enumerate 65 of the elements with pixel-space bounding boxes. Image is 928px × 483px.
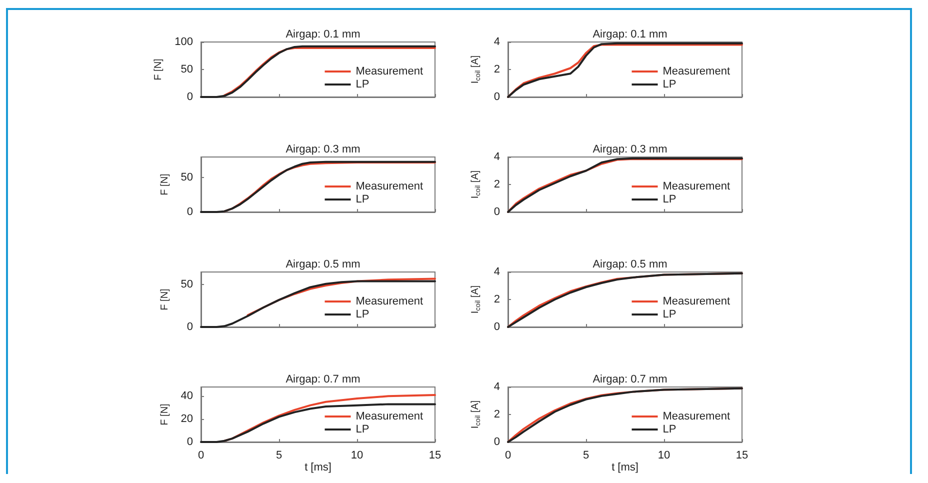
legend-label: LP <box>356 78 370 90</box>
x-tick-label: 5 <box>276 450 282 462</box>
y-tick-label: 2 <box>494 408 500 420</box>
chart-title: Airgap: 0.7 mm <box>286 374 360 386</box>
x-axis-title: t [ms] <box>612 462 638 474</box>
legend-label: LP <box>356 308 370 320</box>
legend-label: Measurement <box>662 180 730 192</box>
y-axis-title: F [N] <box>159 288 170 310</box>
y-tick-label: 2 <box>494 178 500 190</box>
legend-label: Measurement <box>356 296 424 308</box>
y-tick-label: 0 <box>494 91 500 103</box>
y-tick-label: 4 <box>494 36 500 48</box>
y-tick-label: 0 <box>494 436 500 448</box>
line-series <box>507 387 743 443</box>
chart-title: Airgap: 0.5 mm <box>286 258 360 270</box>
legend-label: Measurement <box>662 296 730 308</box>
y-tick-label: 50 <box>180 64 193 76</box>
chart-title: Airgap: 0.5 mm <box>592 258 668 270</box>
line-series <box>507 272 743 328</box>
x-tick-label: 10 <box>350 450 364 462</box>
x-tick-label: 15 <box>736 450 748 462</box>
x-tick-label: 15 <box>428 450 442 462</box>
line-series <box>200 45 436 98</box>
chart-title: Airgap: 0.1 mm <box>286 28 360 40</box>
y-tick-label: 0 <box>186 436 193 448</box>
y-tick-label: 4 <box>494 266 500 278</box>
y-tick-label: 0 <box>494 206 500 218</box>
legend-label: LP <box>662 78 676 90</box>
x-axis-title: t [ms] <box>304 462 332 474</box>
chart-title: Airgap: 0.1 mm <box>592 28 668 40</box>
y-axis-title: F [N] <box>153 58 164 80</box>
y-tick-label: 0 <box>186 321 193 333</box>
y-axis-title: F [N] <box>159 403 170 426</box>
y-tick-label: 0 <box>186 206 193 218</box>
y-tick-label: 0 <box>494 321 500 333</box>
legend-label: Measurement <box>356 410 424 422</box>
y-tick-label: 20 <box>180 413 193 426</box>
y-tick-label: 4 <box>494 151 500 163</box>
legend-label: Measurement <box>662 66 730 78</box>
x-tick-label: 10 <box>658 450 670 462</box>
y-tick-label: 0 <box>186 91 193 103</box>
chart-title: Airgap: 0.3 mm <box>286 144 360 156</box>
line-series <box>223 47 436 96</box>
chart-title: Airgap: 0.7 mm <box>592 374 668 386</box>
legend-label: LP <box>356 424 370 436</box>
y-tick-label: 100 <box>174 36 193 48</box>
chart-title: Airgap: 0.3 mm <box>592 144 668 156</box>
y-tick-label: 2 <box>494 294 500 306</box>
x-tick-label: 5 <box>582 450 590 462</box>
y-tick-label: 40 <box>180 390 193 402</box>
x-tick-label: 0 <box>198 450 204 462</box>
y-tick-label: 4 <box>494 381 500 393</box>
y-tick-label: 2 <box>494 64 500 76</box>
legend-label: LP <box>356 194 370 206</box>
legend-label: LP <box>662 424 676 436</box>
line-series <box>246 278 436 316</box>
legend-label: LP <box>662 308 676 320</box>
y-tick-label: 50 <box>180 278 193 291</box>
x-tick-label: 0 <box>504 450 512 462</box>
legend-label: Measurement <box>356 66 424 78</box>
legend-label: Measurement <box>662 410 730 422</box>
y-axis-title: F [N] <box>159 173 170 196</box>
legend-label: Measurement <box>356 180 424 192</box>
y-tick-label: 50 <box>180 172 193 184</box>
legend-label: LP <box>662 194 676 206</box>
